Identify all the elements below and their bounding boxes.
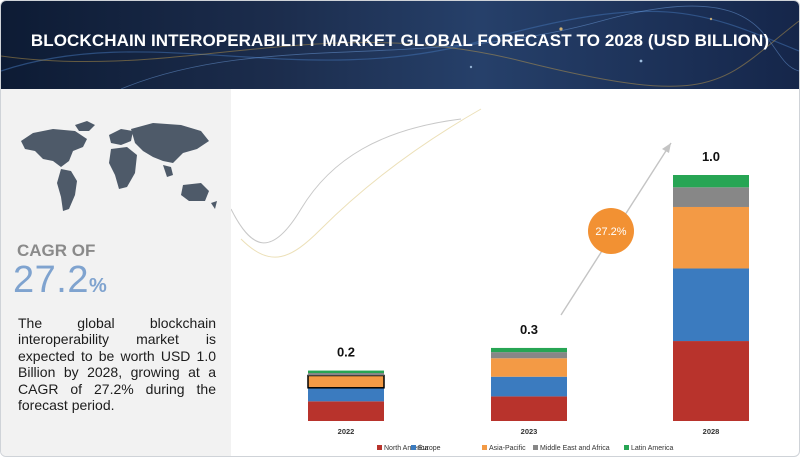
bar-segment-europe-2028: [673, 268, 749, 342]
legend-swatch-europe: [411, 445, 416, 450]
bar-segment-asia-pacific-2023: [491, 358, 567, 377]
bar-segment-middle-east-and-africa-2023: [491, 352, 567, 359]
bar-segment-europe-2022: [308, 387, 384, 402]
legend-label-middle-east-and-africa: Middle East and Africa: [540, 445, 610, 452]
total-label-2022: 0.2: [337, 345, 355, 360]
bar-segment-asia-pacific-2028: [673, 206, 749, 269]
chart-title: BLOCKCHAIN INTEROPERABILITY MARKET GLOBA…: [30, 31, 770, 50]
bar-segment-latin-america-2023: [491, 347, 567, 353]
x-tick-label-2023: 2023: [521, 427, 538, 436]
labels-layer: 0.2 2022 0.3 2023 1.0 2028 27.2%: [337, 149, 720, 436]
cagr-badge-label: 27.2%: [595, 226, 626, 238]
title-banner: BLOCKCHAIN INTEROPERABILITY MARKET GLOBA…: [1, 1, 799, 89]
bar-segment-asia-pacific-2022: [307, 374, 385, 389]
cagr-label: CAGR OF: [17, 241, 96, 260]
legend-label-latin-america: Latin America: [631, 445, 674, 452]
bar-segment-middle-east-and-africa-2022: [308, 373, 384, 376]
total-label-2028: 1.0: [702, 149, 720, 164]
x-tick-label-2022: 2022: [338, 427, 355, 436]
legend-swatch-latin-america: [624, 445, 629, 450]
x-tick-label-2028: 2028: [703, 427, 720, 436]
legend-swatch-asia-pacific: [482, 445, 487, 450]
bar-segment-north-america-2022: [308, 401, 384, 421]
bar-segment-north-america-2023: [491, 396, 567, 421]
growth-arrow-head: [662, 143, 671, 153]
decorative-curve: [240, 108, 482, 258]
banner-light-streaks: [1, 5, 799, 89]
cagr-badge: [588, 208, 634, 254]
legend-swatch-middle-east-and-africa: [533, 445, 538, 450]
bar-segment-latin-america-2028: [673, 175, 749, 188]
legend-label-asia-pacific: Asia-Pacific: [489, 445, 526, 452]
bars-layer: [307, 175, 749, 421]
bar-segment-north-america-2028: [673, 341, 749, 421]
legend-label-europe: Europe: [418, 445, 441, 452]
cagr-unit: %: [88, 275, 108, 297]
bar-segment-middle-east-and-africa-2028: [673, 187, 749, 207]
cagr-number: 27.2: [13, 259, 89, 301]
legend-swatch-north-america: [377, 445, 382, 450]
legend-label-north-america: North America: [384, 445, 428, 452]
world-map-icon: [21, 121, 217, 211]
bar-segment-latin-america-2022: [308, 370, 384, 374]
cagr-value: 27.2%: [13, 259, 107, 302]
stacked-bar-chart: 0.2 2022 0.3 2023 1.0 2028 27.2% North America…: [231, 108, 749, 452]
total-label-2023: 0.3: [520, 322, 538, 337]
market-description: The global blockchain interoperability m…: [18, 315, 216, 414]
decorative-curve: [231, 118, 462, 244]
bar-segment-europe-2023: [491, 376, 567, 397]
